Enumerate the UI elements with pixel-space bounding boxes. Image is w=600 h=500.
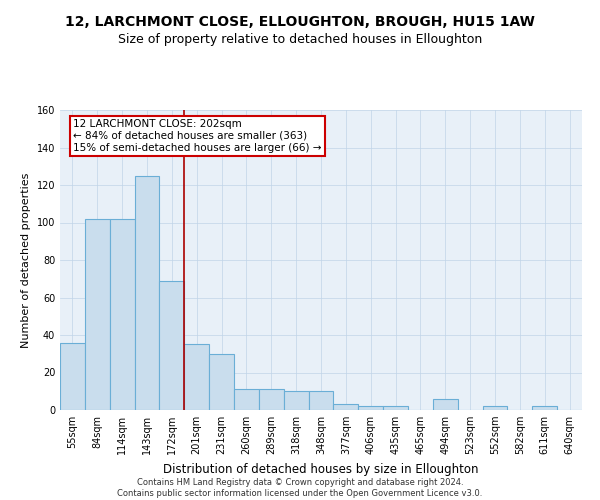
Bar: [110, 219, 134, 410]
Text: 12 LARCHMONT CLOSE: 202sqm
← 84% of detached houses are smaller (363)
15% of sem: 12 LARCHMONT CLOSE: 202sqm ← 84% of deta…: [73, 120, 322, 152]
Bar: [234, 390, 259, 410]
Bar: [85, 219, 110, 410]
Y-axis label: Number of detached properties: Number of detached properties: [21, 172, 31, 348]
Bar: [184, 344, 209, 410]
Bar: [134, 176, 160, 410]
Bar: [308, 391, 334, 410]
Text: Contains HM Land Registry data © Crown copyright and database right 2024.
Contai: Contains HM Land Registry data © Crown c…: [118, 478, 482, 498]
Bar: [433, 399, 458, 410]
Bar: [284, 391, 308, 410]
Bar: [160, 280, 184, 410]
Bar: [60, 342, 85, 410]
Bar: [532, 406, 557, 410]
X-axis label: Distribution of detached houses by size in Elloughton: Distribution of detached houses by size …: [163, 462, 479, 475]
Text: 12, LARCHMONT CLOSE, ELLOUGHTON, BROUGH, HU15 1AW: 12, LARCHMONT CLOSE, ELLOUGHTON, BROUGH,…: [65, 15, 535, 29]
Bar: [209, 354, 234, 410]
Bar: [259, 390, 284, 410]
Text: Size of property relative to detached houses in Elloughton: Size of property relative to detached ho…: [118, 32, 482, 46]
Bar: [334, 404, 358, 410]
Bar: [358, 406, 383, 410]
Bar: [383, 406, 408, 410]
Bar: [482, 406, 508, 410]
